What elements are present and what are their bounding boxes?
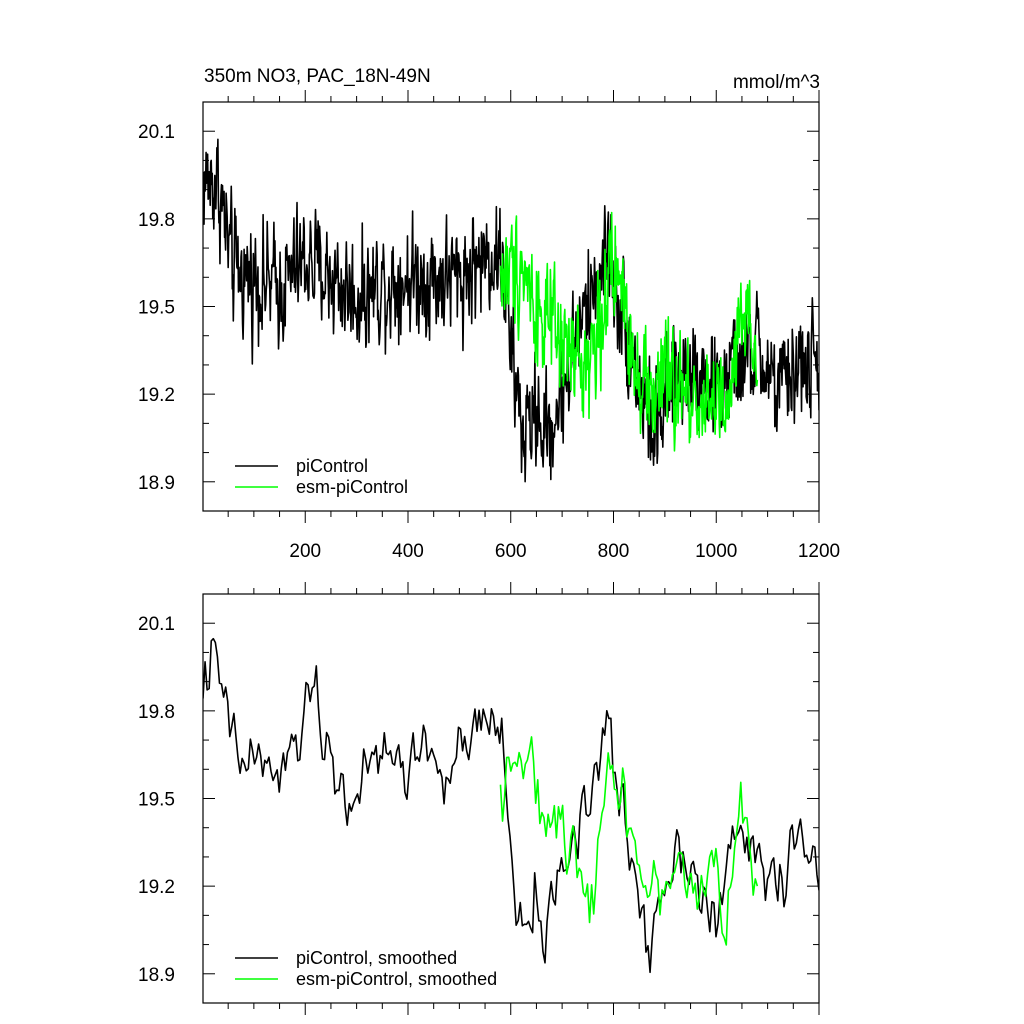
x-tick-label: 800 (598, 541, 630, 562)
chart-title: 350m NO3, PAC_18N-49N (204, 66, 431, 87)
y-tick-label: 19.5 (138, 298, 175, 319)
y-tick-label: 19.8 (138, 210, 175, 231)
top-panel: 18.9 19.2 19.5 19.8 20.1 200 400 600 800 1000 1200… (138, 66, 840, 562)
y-tick-label: 18.9 (138, 473, 175, 494)
series-line-picontrol-smoothed (203, 637, 819, 974)
x-tick-label: 1000 (695, 541, 737, 562)
legend-label: piControl, smoothed (296, 948, 457, 968)
legend-label: piControl (296, 456, 368, 476)
x-tick-label: 200 (289, 541, 321, 562)
y-tick-label: 19.2 (138, 385, 175, 406)
y-tick-label: 19.2 (138, 877, 175, 898)
series-line-esm-picontrol (499, 211, 759, 452)
series-line-esm-picontrol-smoothed (499, 736, 759, 946)
legend-label: esm-piControl, smoothed (296, 969, 497, 989)
y-tick-label: 18.9 (138, 965, 175, 986)
y-tick-label: 20.1 (138, 122, 175, 143)
x-tick-label: 400 (392, 541, 424, 562)
y-tick-label: 19.5 (138, 790, 175, 811)
legend-label: esm-piControl (296, 477, 408, 497)
plot-frame (202, 101, 820, 512)
x-tick-label: 600 (495, 541, 527, 562)
x-tick-label: 1200 (798, 541, 840, 562)
y-tick-label: 20.1 (138, 614, 175, 635)
series-line-picontrol (203, 138, 819, 483)
units-label: mmol/m^3 (733, 72, 820, 93)
bottom-panel: 18.9 19.2 19.5 19.8 20.1 piControl, smoothede… (138, 582, 820, 1015)
y-tick-label: 19.8 (138, 702, 175, 723)
